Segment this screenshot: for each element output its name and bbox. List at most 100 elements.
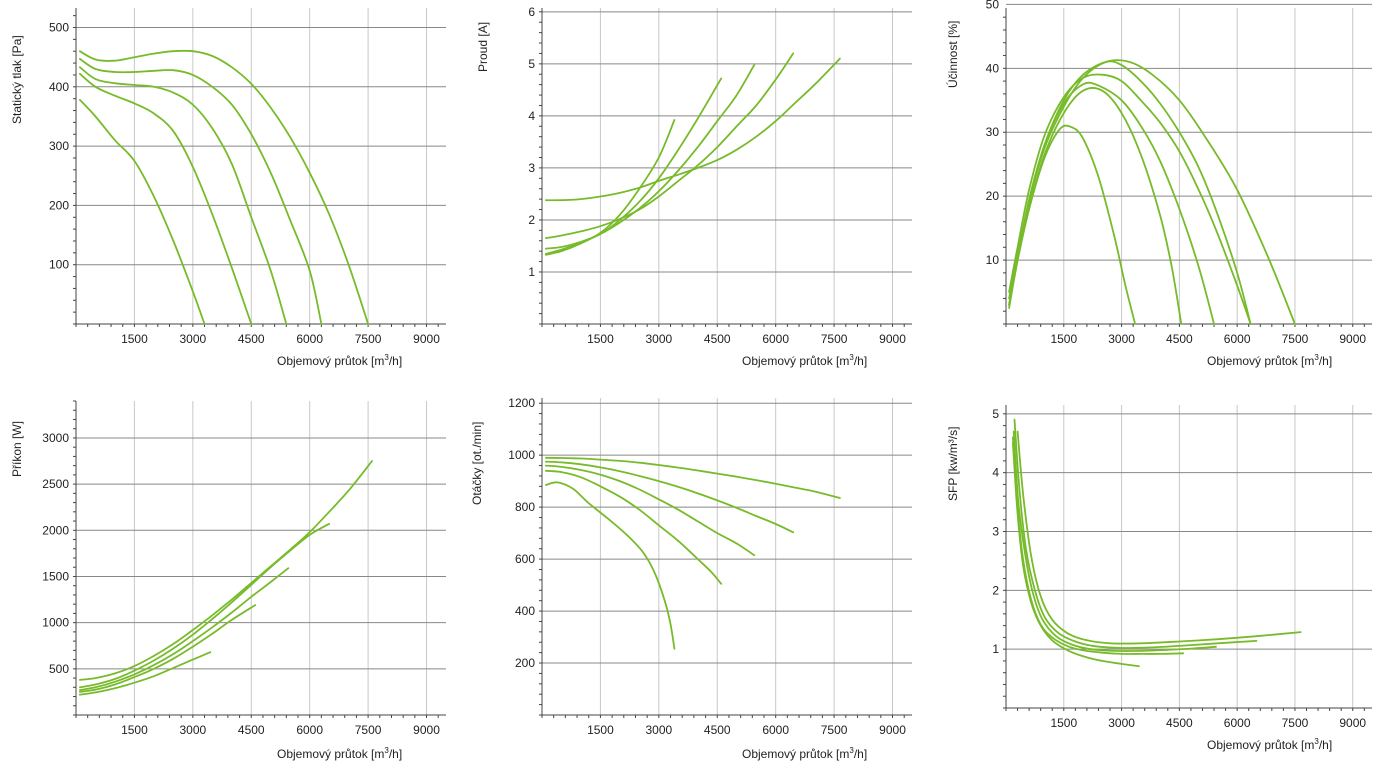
x-tick-label: 6000 [296, 723, 323, 737]
series-line [79, 99, 206, 325]
x-tick-label: 7500 [355, 332, 382, 346]
x-tick-label: 3000 [645, 332, 672, 346]
y-tick-label: 200 [49, 198, 69, 212]
x-tick-label: 9000 [1339, 332, 1366, 346]
series-line [79, 604, 257, 693]
plot-current: 1500 3000 4500 6000 7500 9000 1 2 3 4 5 6 [528, 5, 912, 346]
x-tick-label: 6000 [1224, 716, 1251, 730]
x-tick-label: 7500 [821, 723, 848, 737]
y-tick-label: 40 [986, 61, 1000, 75]
x-tick-label: 3000 [645, 723, 672, 737]
x-tick-label: 6000 [296, 332, 323, 346]
y-tick-label: 5 [528, 57, 535, 71]
chart-sfp: 1500 3000 4500 6000 7500 9000 1 2 3 4 5 SFP [kw/m³… [932, 383, 1379, 766]
y-axis-label: Příkon [W] [10, 420, 24, 477]
chart-efficiency: 1500 3000 4500 6000 7500 9000 10 20 30 40 50 Účinn… [932, 0, 1379, 383]
y-tick-label: 5 [992, 407, 999, 421]
x-tick-label: 6000 [1224, 332, 1251, 346]
series-line [1008, 81, 1215, 325]
series-line [79, 49, 369, 325]
x-axis-label: Objemový průtok [m3/h] [742, 353, 868, 368]
x-tick-label: 7500 [1282, 716, 1309, 730]
series-line [545, 119, 676, 256]
x-tick-label: 1500 [1050, 332, 1077, 346]
series-line [79, 460, 373, 681]
y-tick-label: 10 [986, 253, 1000, 267]
y-tick-label: 500 [49, 662, 69, 676]
x-tick-label: 9000 [879, 723, 906, 737]
x-tick-label: 3000 [1108, 332, 1135, 346]
series-line [79, 567, 290, 691]
y-tick-label: 3000 [42, 431, 69, 445]
series-line [545, 460, 795, 534]
series-line [79, 651, 212, 696]
series-line [1008, 124, 1136, 325]
x-tick-label: 7500 [821, 332, 848, 346]
series-line [545, 77, 723, 255]
series-line [1008, 87, 1183, 325]
series-line [1016, 430, 1302, 645]
y-tick-label: 800 [515, 500, 535, 514]
series-line [1008, 73, 1252, 325]
x-tick-label: 7500 [355, 723, 382, 737]
series-line [79, 66, 288, 325]
chart-static-pressure: 1500 3000 4500 6000 7500 9000 100 200 300 400 500 … [0, 0, 460, 383]
plot-static-pressure: 1500 3000 4500 6000 7500 9000 100 200 300 400 500 [49, 8, 446, 346]
series-line [545, 64, 756, 250]
plot-sfp: 1500 3000 4500 6000 7500 9000 1 2 3 4 5 [992, 405, 1372, 730]
y-tick-label: 2 [528, 213, 535, 227]
y-tick-label: 400 [49, 80, 69, 94]
y-tick-label: 2000 [42, 523, 69, 537]
y-tick-label: 300 [49, 139, 69, 153]
x-tick-label: 1500 [121, 332, 148, 346]
y-tick-label: 1000 [508, 448, 535, 462]
x-tick-label: 4500 [1166, 716, 1193, 730]
y-tick-label: 200 [515, 656, 535, 670]
series-line [545, 469, 723, 585]
y-tick-label: 3 [528, 161, 535, 175]
y-tick-label: 1500 [42, 569, 69, 583]
series-line [1008, 59, 1296, 325]
y-tick-label: 4 [528, 109, 535, 123]
y-tick-label: 20 [986, 189, 1000, 203]
x-tick-label: 3000 [179, 723, 206, 737]
series-line [545, 481, 676, 650]
y-tick-label: 1 [992, 642, 999, 656]
plot-rpm: 1500 3000 4500 6000 7500 9000 200 400 600 800 1000… [508, 396, 912, 737]
y-tick-label: 3 [992, 524, 999, 538]
x-tick-label: 1500 [587, 332, 614, 346]
series-line [79, 58, 323, 325]
y-tick-label: 6 [528, 5, 535, 19]
y-axis-label: Účinnost [%] [946, 20, 960, 88]
y-tick-label: 30 [986, 125, 1000, 139]
series-line [79, 72, 253, 325]
x-axis-label: Objemový průtok [m3/h] [277, 746, 403, 761]
series-line [545, 456, 841, 499]
plot-power-input: 1500 3000 4500 6000 7500 9000 500 1000 1500 2000 2… [42, 400, 446, 737]
x-tick-label: 6000 [762, 332, 789, 346]
x-tick-label: 4500 [238, 332, 265, 346]
series-line [545, 52, 795, 239]
x-axis-label: Objemový průtok [m3/h] [1207, 737, 1333, 752]
y-tick-label: 100 [49, 258, 69, 272]
y-tick-label: 400 [515, 604, 535, 618]
y-tick-label: 1000 [42, 616, 69, 630]
series-line [1012, 436, 1185, 655]
x-tick-label: 9000 [1339, 716, 1366, 730]
series-line [1012, 430, 1217, 652]
y-axis-label: Proud [A] [476, 21, 490, 72]
x-tick-label: 3000 [179, 332, 206, 346]
x-tick-label: 3000 [1108, 716, 1135, 730]
x-tick-label: 4500 [704, 332, 731, 346]
x-tick-label: 6000 [762, 723, 789, 737]
x-tick-label: 9000 [413, 723, 440, 737]
y-tick-label: 2500 [42, 477, 69, 491]
y-tick-label: 600 [515, 552, 535, 566]
y-tick-label: 1 [528, 265, 535, 279]
series-line [1008, 60, 1252, 325]
y-axis-label: SFP [kw/m³/s] [946, 426, 960, 501]
series-line [545, 57, 841, 202]
x-tick-label: 4500 [704, 723, 731, 737]
y-tick-label: 4 [992, 466, 999, 480]
y-tick-label: 50 [986, 0, 1000, 11]
